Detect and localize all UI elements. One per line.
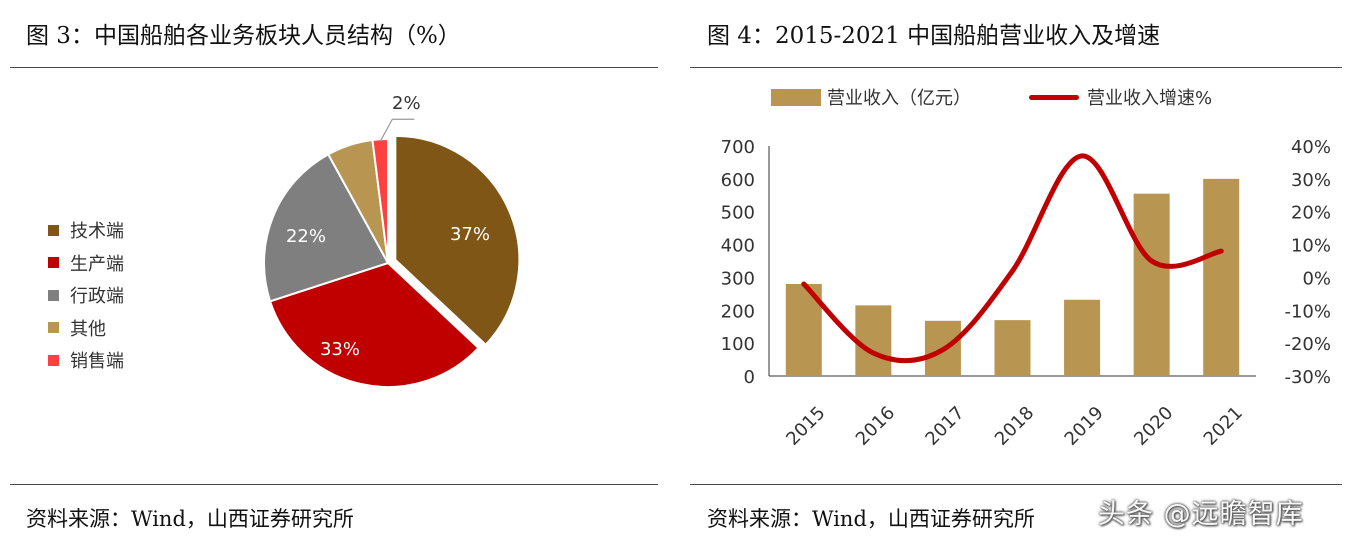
title-rule (690, 67, 1342, 68)
y-right-tick-label: -20% (1284, 334, 1331, 355)
y-right-tick-label: 10% (1291, 236, 1331, 257)
x-tick-label: 2019 (1061, 402, 1108, 449)
legend-label: 行政端 (70, 286, 124, 308)
revenue-bar-2021 (1203, 178, 1240, 376)
legend-label: 生产端 (70, 253, 124, 275)
legend-line-swatch (1029, 94, 1079, 100)
legend-swatch (48, 322, 59, 334)
pie-slice-4 (371, 137, 389, 264)
left-figure-panel: 图 3：中国船舶各业务板块人员结构（%） 技术端 生产端 行政端 其他 销售端 37% 3… (0, 0, 670, 546)
pie-legend-item: 技术端 (48, 214, 124, 247)
source-rule (10, 484, 658, 485)
revenue-bar-2018 (994, 320, 1031, 376)
figure-4-title: 图 4：2015-2021 中国船舶营业收入及增速 (707, 23, 1161, 49)
pie-legend-item: 生产端 (48, 247, 124, 280)
pie-slice-2 (263, 152, 390, 303)
watermark: 头条 @远瞻智库 (1098, 499, 1304, 530)
pie-chart: 37% 33% 22% 2% (263, 93, 521, 388)
y-left-tick-label: 400 (721, 236, 755, 257)
y-right-tick-label: 20% (1291, 203, 1331, 224)
x-tick-label: 2021 (1200, 402, 1247, 449)
legend-swatch (48, 289, 59, 301)
pie-slice-0 (394, 134, 521, 347)
y-right-tick-label: 40% (1291, 137, 1331, 158)
x-tick-label: 2018 (991, 402, 1038, 449)
pie-data-label-2: 22% (286, 226, 326, 247)
pie-legend-item: 销售端 (48, 344, 124, 377)
legend-label: 销售端 (70, 351, 124, 373)
figure-3-title: 图 3：中国船舶各业务板块人员结构（%） (26, 23, 461, 49)
title-rule (10, 67, 658, 68)
x-tick-label: 2016 (852, 402, 899, 449)
pie-legend: 技术端生产端行政端其他销售端 (48, 214, 124, 377)
legend-swatch (48, 257, 59, 269)
right-figure-panel: 图 4：2015-2021 中国船舶营业收入及增速 营业收入（亿元） 营业收入增… (685, 0, 1362, 546)
legend-bar-label: 营业收入（亿元） (827, 88, 971, 109)
y-left-tick-label: 600 (721, 170, 755, 191)
legend-swatch (48, 354, 59, 366)
revenue-combo-chart: 0 100 200 300 400 500 600 700 -30% -20% -10% 0% 10% 2… (721, 137, 1331, 450)
legend-swatch (48, 224, 59, 236)
y-left-tick-label: 300 (721, 268, 755, 289)
x-tick-label: 2017 (921, 402, 968, 449)
y-left-tick-label: 200 (721, 301, 755, 322)
pie-slice-1 (268, 261, 480, 388)
revenue-bar-2016 (855, 305, 892, 376)
y-left-tick-label: 0 (744, 367, 755, 388)
y-right-tick-label: -30% (1284, 367, 1331, 388)
source-rule (690, 484, 1342, 485)
pie-data-label-4: 2% (392, 93, 421, 114)
legend-label: 技术端 (70, 221, 124, 243)
y-left-tick-label: 500 (721, 203, 755, 224)
combo-legend: 营业收入（亿元） 营业收入增速% (771, 84, 1212, 110)
legend-label: 其他 (70, 318, 106, 340)
y-left-tick-label: 100 (721, 334, 755, 355)
pie-legend-item: 其他 (48, 312, 124, 345)
y-left-tick-label: 700 (721, 137, 755, 158)
figure-3-source: 资料来源：Wind，山西证券研究所 (26, 507, 354, 531)
pie-legend-item: 行政端 (48, 279, 124, 312)
y-right-tick-label: 0% (1302, 268, 1331, 289)
x-tick-label: 2015 (782, 402, 829, 449)
y-right-tick-label: 30% (1291, 170, 1331, 191)
legend-line-label: 营业收入增速% (1087, 88, 1213, 109)
legend-bar-swatch (771, 88, 821, 106)
pie-leader-line (379, 118, 415, 142)
pie-data-label-0: 37% (450, 224, 490, 245)
pie-data-label-1: 33% (320, 339, 360, 360)
y-right-tick-label: -10% (1284, 301, 1331, 322)
x-tick-label: 2020 (1130, 402, 1177, 449)
figure-4-source: 资料来源：Wind，山西证券研究所 (707, 507, 1035, 531)
revenue-bar-2019 (1064, 299, 1101, 376)
revenue-bar-2020 (1133, 193, 1170, 376)
